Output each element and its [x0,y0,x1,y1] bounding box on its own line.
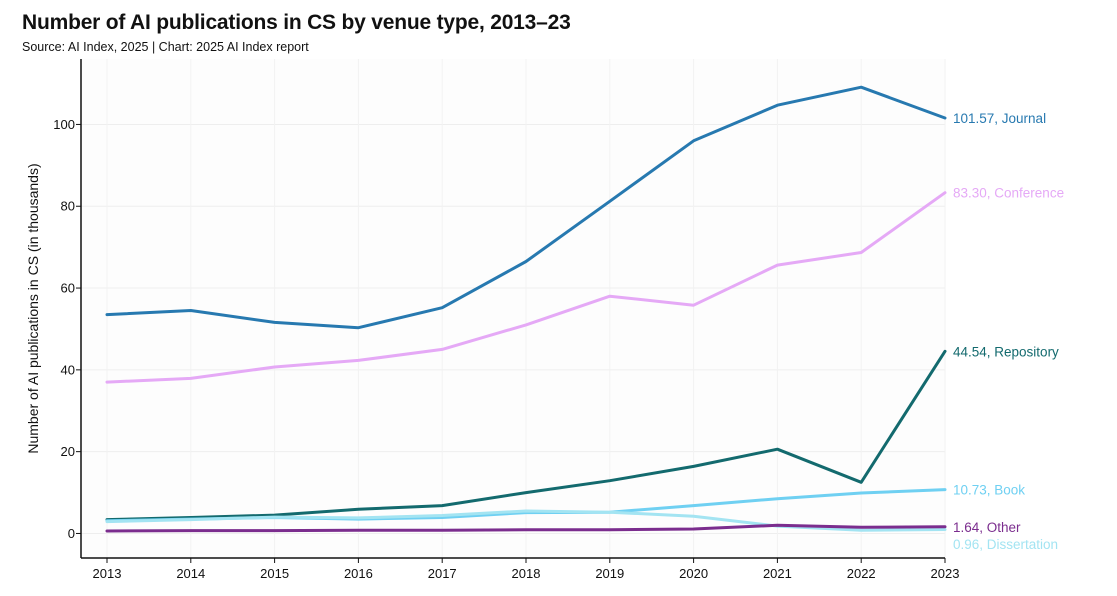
series-line-journal [105,85,947,330]
x-tick-label: 2016 [344,566,373,581]
y-tick-label: 0 [68,526,75,541]
y-axis-label: Number of AI publications in CS (in thou… [25,163,41,453]
end-label-conference: 83.30, Conference [953,186,1064,201]
end-label-repository: 44.54, Repository [953,344,1059,359]
x-tick-label: 2015 [260,566,289,581]
x-tick-label: 2019 [595,566,624,581]
end-label-journal: 101.57, Journal [953,111,1046,126]
series-line-other [105,523,947,533]
y-tick-label: 100 [53,117,75,132]
end-label-book: 10.73, Book [953,483,1025,498]
x-tick-label: 2014 [176,566,205,581]
y-tick-label: 60 [61,281,75,296]
chart-title: Number of AI publications in CS by venue… [22,11,571,34]
y-tick-label: 40 [61,362,75,377]
end-label-other: 1.64, Other [953,520,1021,535]
x-tick-label: 2021 [763,566,792,581]
series-line-conference [105,191,947,384]
series-line-repository [105,349,947,522]
x-tick-label: 2018 [512,566,541,581]
y-tick-label: 20 [61,444,75,459]
plot-background [81,59,945,558]
x-tick-label: 2013 [93,566,122,581]
chart-subtitle: Source: AI Index, 2025 | Chart: 2025 AI … [22,40,309,54]
y-tick-label: 80 [61,199,75,214]
x-tick-label: 2020 [679,566,708,581]
x-tick-label: 2022 [847,566,876,581]
end-label-dissertation: 0.96, Dissertation [953,537,1058,552]
x-tick-label: 2017 [428,566,457,581]
x-tick-label: 2023 [931,566,960,581]
